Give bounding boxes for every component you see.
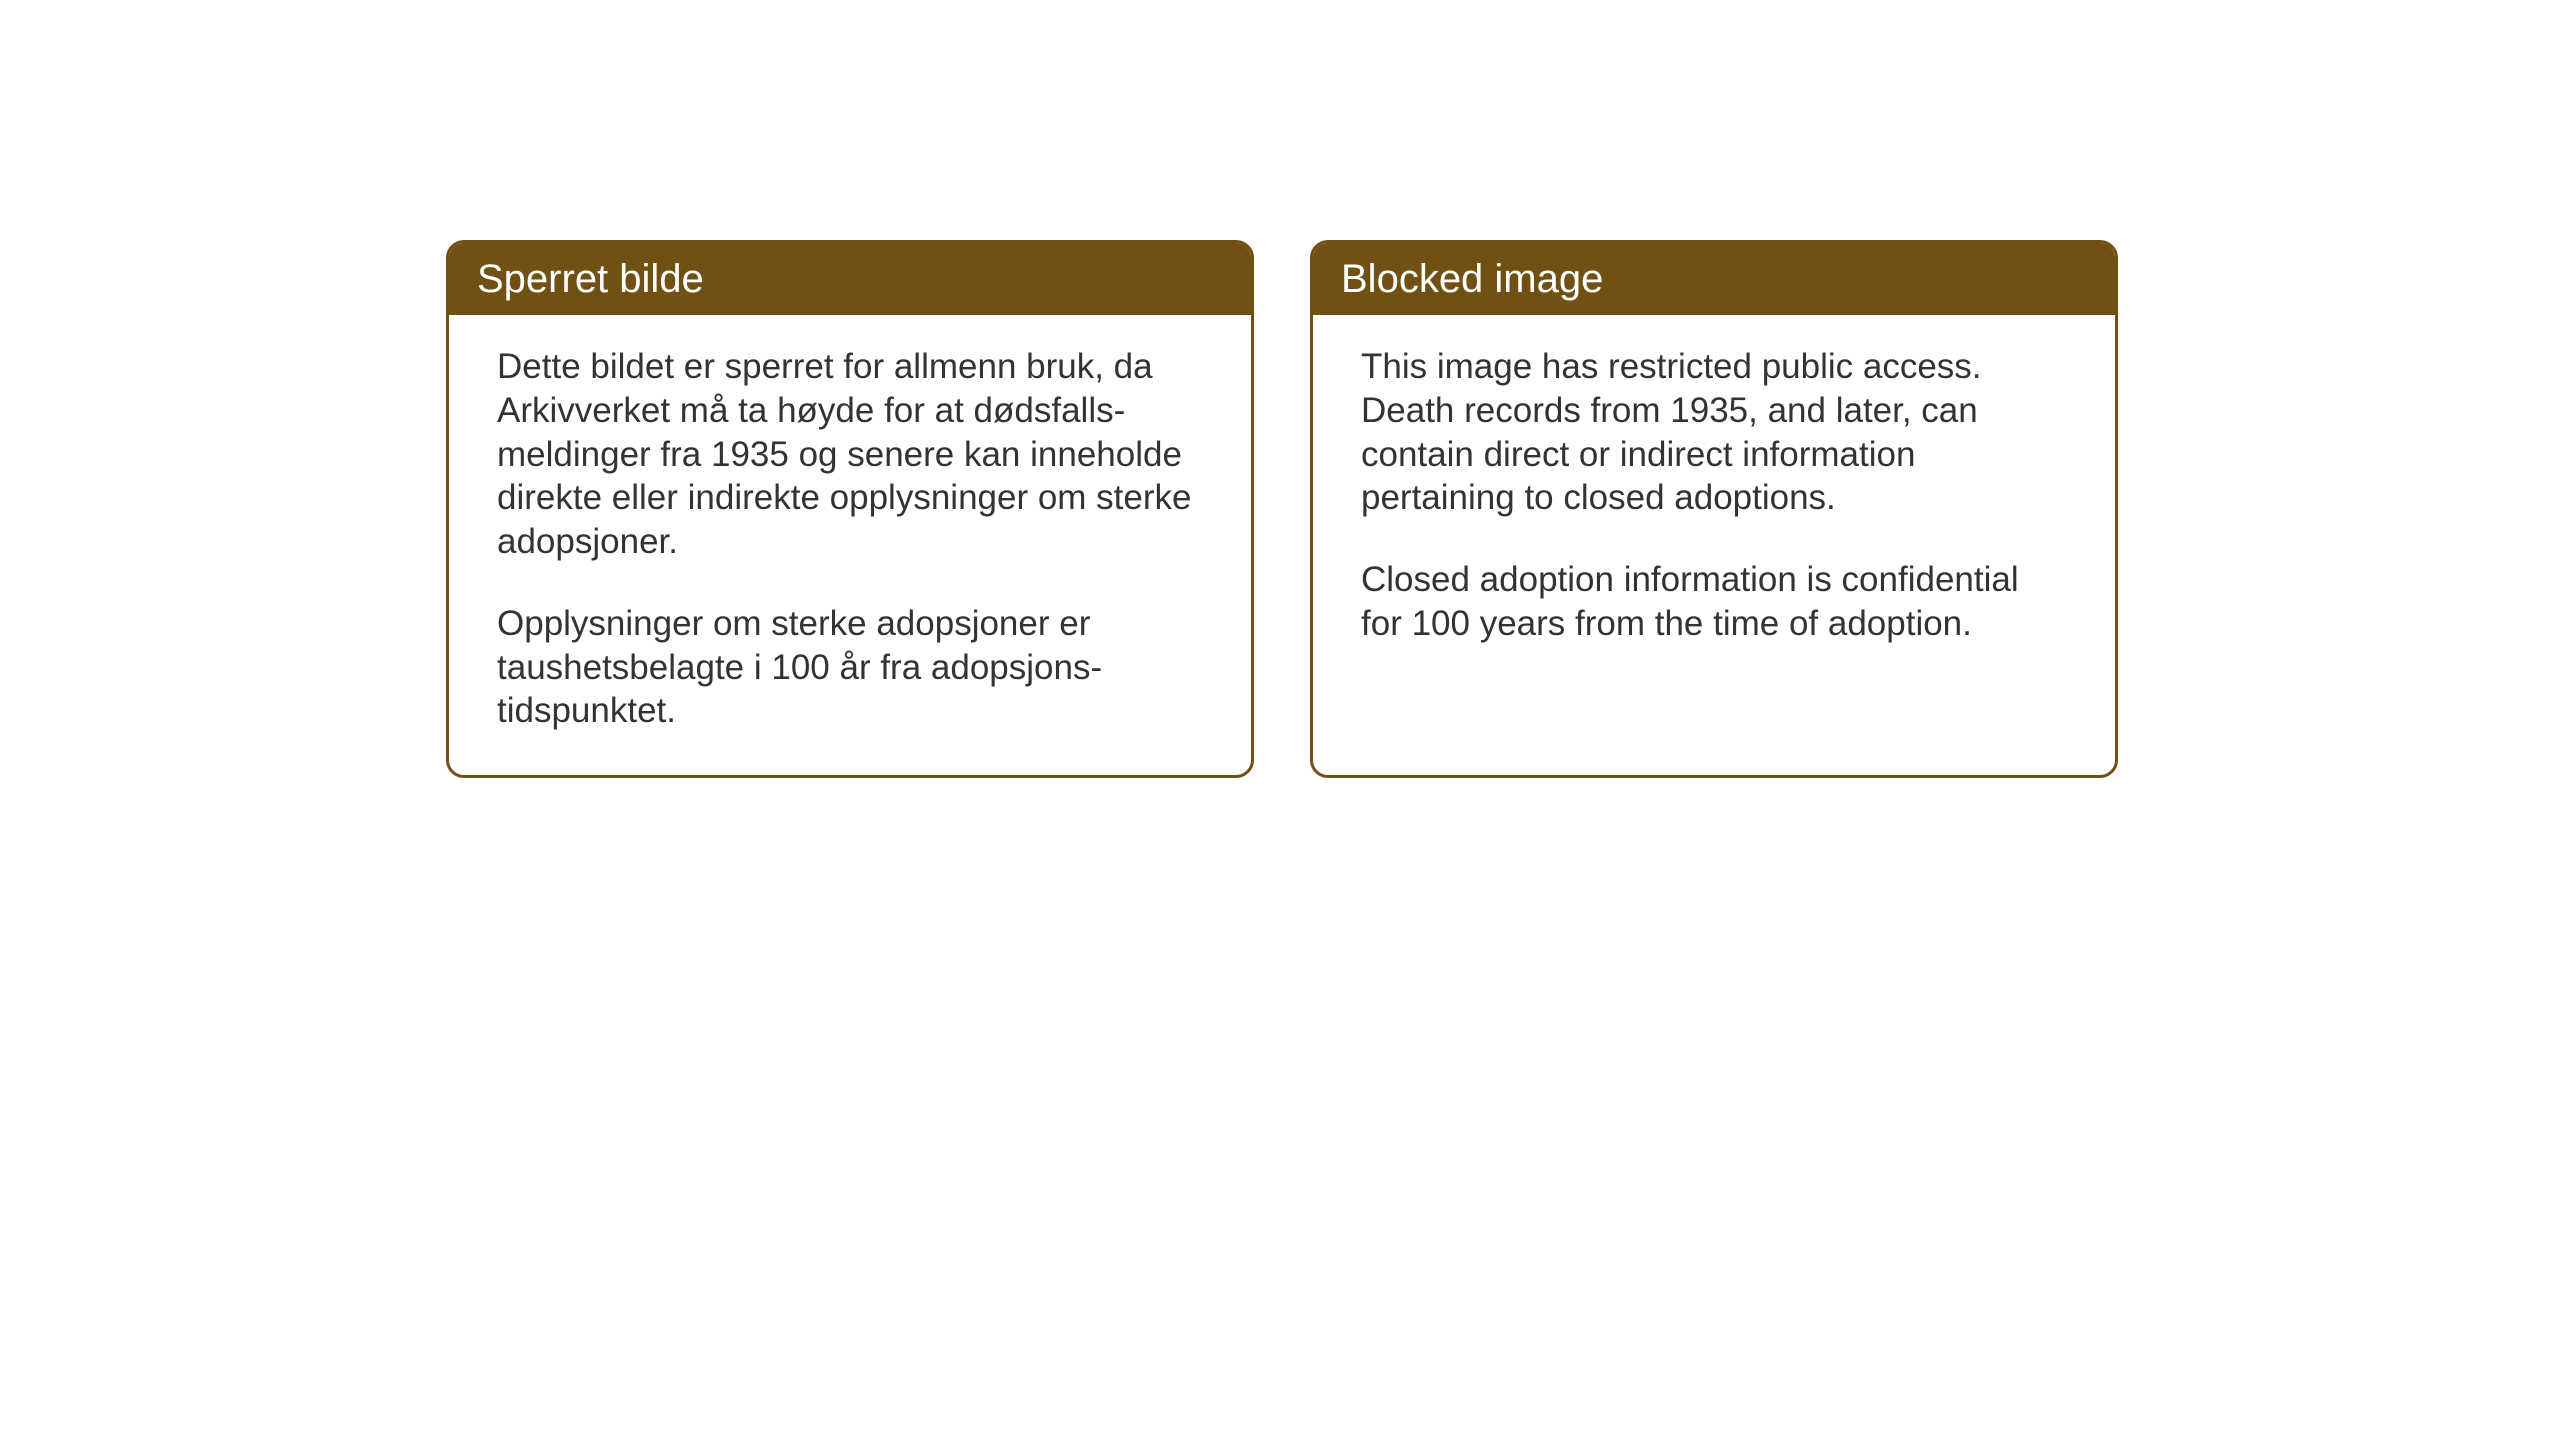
notice-body-norwegian: Dette bildet er sperret for allmenn bruk…: [449, 315, 1251, 775]
notice-paragraph: Opplysninger om sterke adopsjoner er tau…: [497, 602, 1203, 733]
notice-paragraph: Closed adoption information is confident…: [1361, 558, 2067, 646]
notice-paragraph: This image has restricted public access.…: [1361, 345, 2067, 520]
notice-card-english: Blocked image This image has restricted …: [1310, 240, 2118, 778]
notice-paragraph: Dette bildet er sperret for allmenn bruk…: [497, 345, 1203, 564]
notice-card-norwegian: Sperret bilde Dette bildet er sperret fo…: [446, 240, 1254, 778]
notice-header-english: Blocked image: [1313, 243, 2115, 315]
notice-body-english: This image has restricted public access.…: [1313, 315, 2115, 688]
notice-container: Sperret bilde Dette bildet er sperret fo…: [446, 240, 2118, 778]
notice-header-norwegian: Sperret bilde: [449, 243, 1251, 315]
